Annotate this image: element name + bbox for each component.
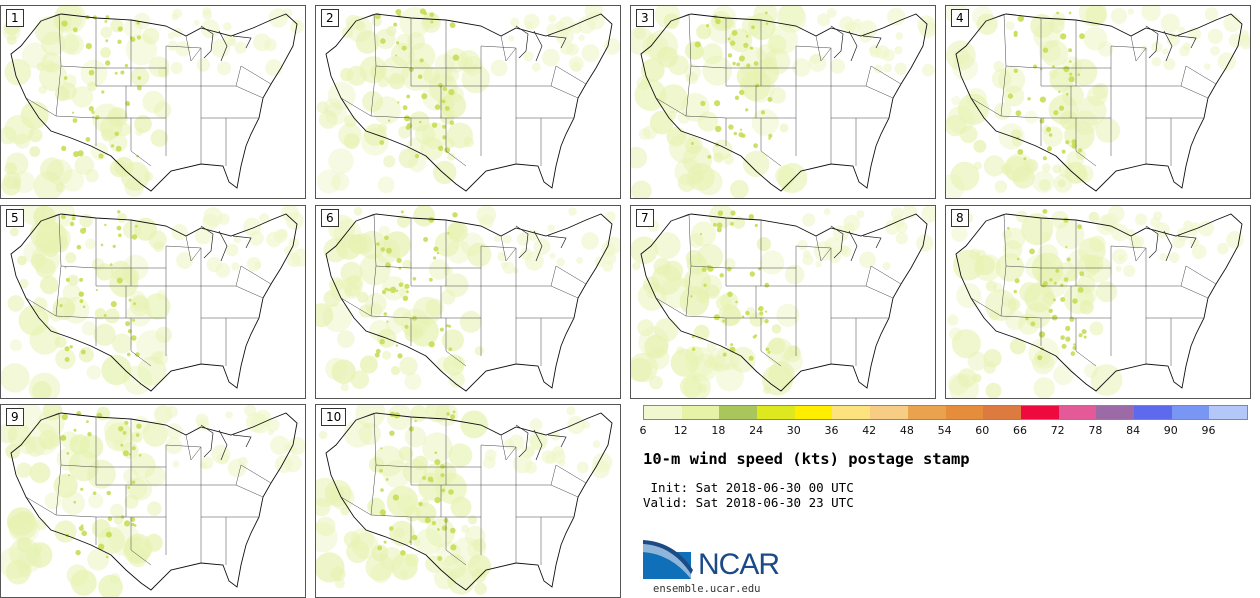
map-panel-8: 8	[945, 205, 1251, 399]
colorbar-tick-90: 90	[1163, 424, 1178, 437]
us-map-icon	[316, 405, 613, 595]
ensemble-url: ensemble.ucar.edu	[653, 583, 761, 595]
colorbar-tick-12: 12	[673, 424, 688, 437]
panel-number: 2	[321, 9, 339, 27]
colorbar-swatch-3	[757, 406, 795, 419]
colorbar-tick-54: 54	[937, 424, 952, 437]
page-title: 10-m wind speed (kts) postage stamp	[643, 450, 970, 468]
ncar-logo-text: NCAR	[698, 548, 780, 581]
panel-number: 7	[636, 209, 654, 227]
map-panel-4: 4	[945, 5, 1251, 199]
us-map-icon	[1, 206, 305, 398]
colorbar-tick-labels: 6 12 18 24 30 36 42 48 54 60 66 72 78 84 90 96	[639, 424, 1247, 438]
colorbar-tick-96: 96	[1201, 424, 1216, 437]
colorbar-swatch-0	[644, 406, 682, 419]
panel-number: 8	[951, 209, 969, 227]
panel-number: 3	[636, 9, 654, 27]
colorbar-swatch-10	[1020, 406, 1059, 419]
us-map-icon	[1, 6, 304, 198]
ncar-logo-icon	[643, 540, 693, 579]
map-panel-5: 5	[0, 205, 306, 399]
panel-number: 9	[6, 408, 24, 426]
colorbar-swatch-5	[832, 406, 871, 419]
wind-speed-colorbar	[643, 405, 1248, 420]
colorbar-tick-60: 60	[975, 424, 990, 437]
colorbar-tick-48: 48	[899, 424, 914, 437]
us-map-icon	[946, 6, 1250, 198]
us-map-icon	[631, 206, 935, 398]
panel-number: 4	[951, 9, 969, 27]
map-panel-6: 6	[315, 205, 621, 399]
valid-time: Valid: Sat 2018-06-30 23 UTC	[643, 495, 854, 510]
colorbar-swatch-6	[870, 406, 908, 419]
colorbar-swatch-11	[1058, 406, 1097, 419]
panel-number: 5	[6, 209, 24, 227]
us-map-icon	[631, 6, 935, 198]
us-map-icon	[1, 405, 305, 597]
colorbar-swatch-4	[794, 406, 833, 419]
colorbar-swatch-15	[1209, 406, 1247, 419]
init-time: Init: Sat 2018-06-30 00 UTC	[643, 480, 854, 495]
colorbar-swatch-8	[945, 406, 984, 419]
map-panel-10: 10	[315, 404, 621, 598]
colorbar-swatch-9	[983, 406, 1021, 419]
colorbar-swatch-12	[1096, 406, 1134, 419]
panel-number: 10	[321, 408, 347, 426]
colorbar-tick-30: 30	[786, 424, 801, 437]
map-panel-7: 7	[630, 205, 936, 399]
colorbar-swatch-2	[719, 406, 758, 419]
colorbar-tick-18: 18	[711, 424, 726, 437]
colorbar-swatch-7	[907, 406, 946, 419]
map-panel-9: 9	[0, 404, 306, 598]
colorbar-tick-6: 6	[639, 424, 647, 437]
map-panel-1: 1	[0, 5, 306, 199]
map-panel-2: 2	[315, 5, 621, 199]
colorbar-tick-42: 42	[862, 424, 877, 437]
us-map-icon	[316, 6, 620, 194]
colorbar-tick-78: 78	[1088, 424, 1103, 437]
us-map-icon	[316, 206, 620, 392]
colorbar-tick-36: 36	[824, 424, 839, 437]
colorbar-swatch-13	[1133, 406, 1172, 419]
colorbar-swatch-14	[1171, 406, 1210, 419]
colorbar-swatch-1	[681, 406, 720, 419]
colorbar-tick-24: 24	[749, 424, 764, 437]
us-map-icon	[947, 206, 1244, 398]
colorbar-tick-72: 72	[1050, 424, 1065, 437]
colorbar-tick-84: 84	[1126, 424, 1141, 437]
colorbar-tick-66: 66	[1013, 424, 1027, 437]
panel-number: 6	[321, 209, 339, 227]
panel-number: 1	[6, 9, 24, 27]
map-panel-3: 3	[630, 5, 936, 199]
